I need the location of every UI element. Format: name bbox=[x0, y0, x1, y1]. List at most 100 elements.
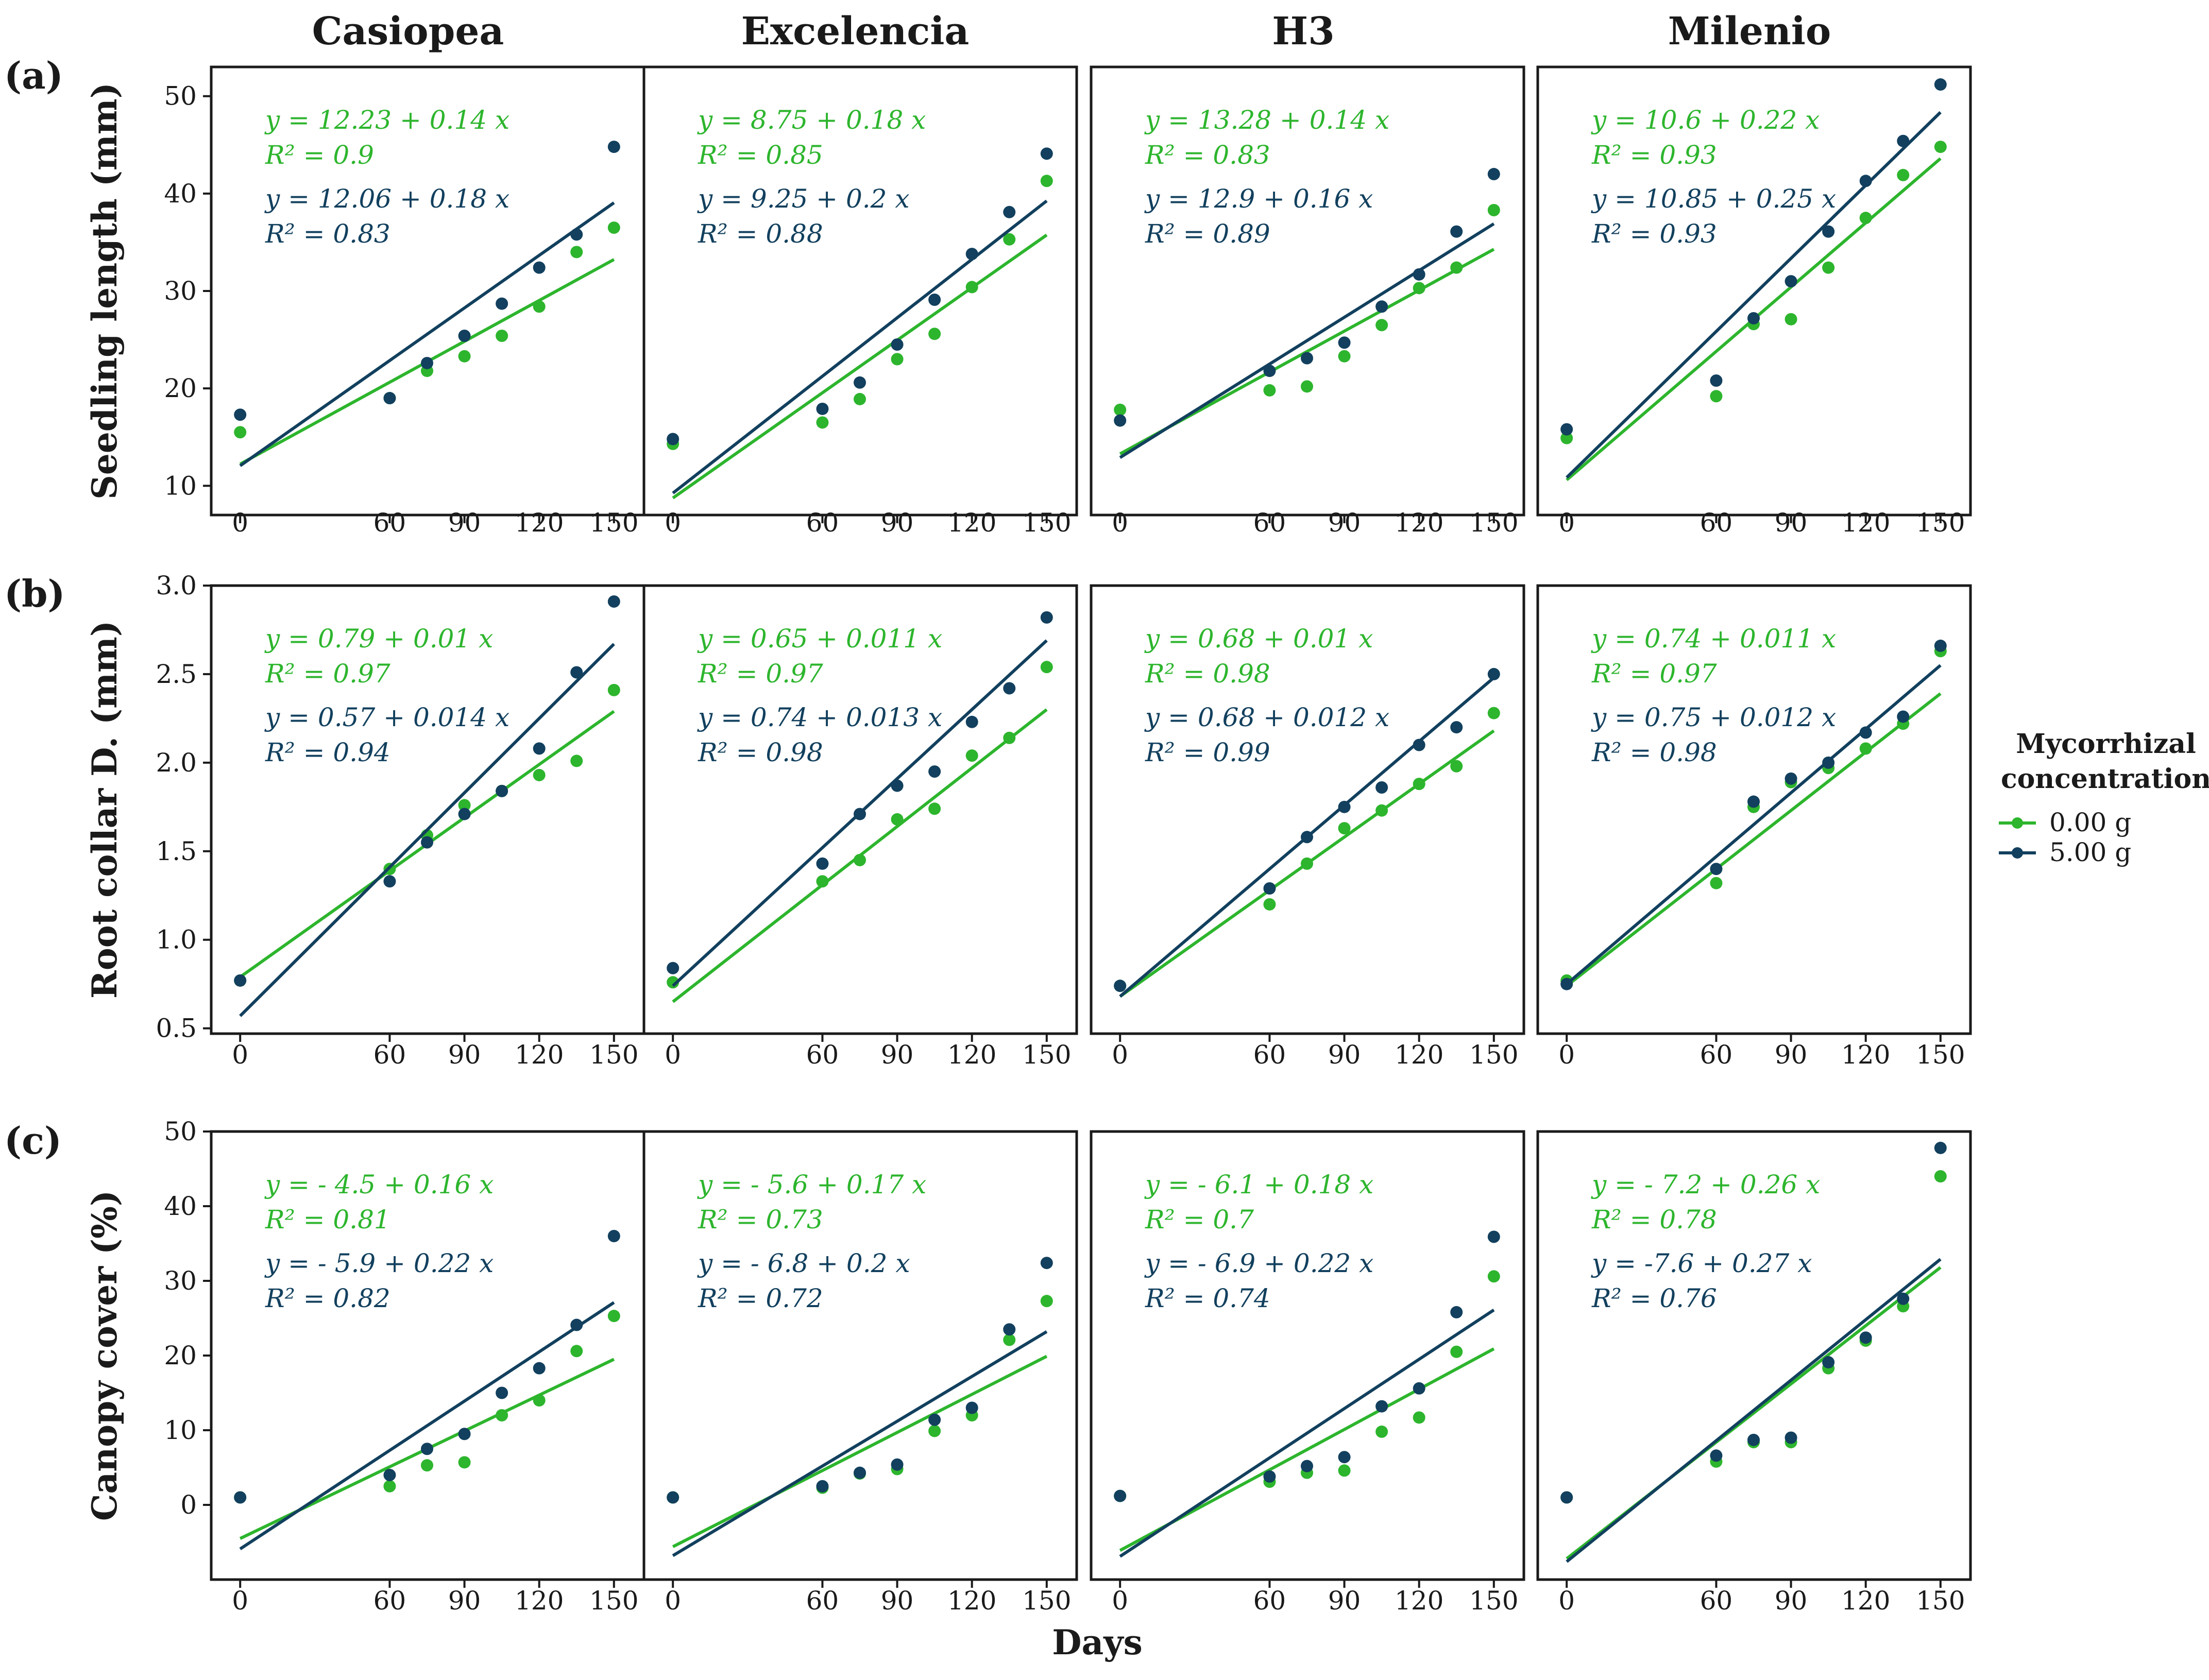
regression-line bbox=[1566, 664, 1942, 985]
regression-equation: y = 9.25 + 0.2 x bbox=[697, 184, 910, 214]
legend-label-0g: 0.00 g bbox=[2049, 808, 2131, 837]
data-point bbox=[854, 1466, 866, 1479]
panel-frame bbox=[1536, 65, 1972, 517]
x-tick-label: 90 bbox=[881, 1040, 914, 1070]
data-point bbox=[1785, 1431, 1797, 1444]
data-point bbox=[1785, 772, 1797, 785]
legend: Mycorrhizal concentration 0.00 g 5.00 g bbox=[1999, 728, 2209, 867]
regression-equation: y = 12.9 + 0.16 x bbox=[1144, 184, 1373, 214]
data-point bbox=[1003, 682, 1016, 695]
regression-line bbox=[1566, 1258, 1942, 1563]
y-tick-label: 0.5 bbox=[156, 1014, 197, 1043]
x-tick-label: 150 bbox=[1916, 1040, 1965, 1070]
panel-frame bbox=[1090, 584, 1525, 1035]
regression-equation: y = 8.75 + 0.18 x bbox=[697, 105, 926, 135]
x-tick-label: 150 bbox=[1022, 1586, 1071, 1616]
y-tick-label: 40 bbox=[164, 179, 197, 209]
data-point bbox=[1263, 1470, 1276, 1483]
regression-line bbox=[1119, 1309, 1495, 1558]
row-tag-b: (b) bbox=[4, 572, 65, 615]
x-tick-label: 150 bbox=[1022, 1040, 1071, 1070]
legend-label-5g: 5.00 g bbox=[2049, 837, 2131, 867]
panel-frame bbox=[642, 584, 1078, 1035]
x-tick-label: 90 bbox=[1328, 508, 1361, 538]
regression-equation: y = 0.68 + 0.01 x bbox=[1144, 624, 1373, 654]
data-point bbox=[1450, 1345, 1463, 1358]
data-point bbox=[421, 356, 433, 369]
legend-title-line2: concentration bbox=[2001, 763, 2209, 795]
data-point bbox=[1560, 1491, 1573, 1504]
data-point bbox=[570, 1318, 583, 1331]
data-point bbox=[1560, 432, 1573, 444]
data-point bbox=[496, 1386, 508, 1399]
data-point bbox=[1413, 1411, 1425, 1424]
regression-line bbox=[1566, 111, 1942, 479]
regression-equation: y = 12.06 + 0.18 x bbox=[264, 184, 509, 214]
y-tick-label: 1.0 bbox=[156, 925, 197, 955]
x-tick-label: 90 bbox=[448, 508, 481, 538]
x-tick-label: 0 bbox=[1112, 1586, 1128, 1616]
data-point bbox=[458, 1456, 471, 1469]
data-point bbox=[570, 228, 583, 241]
x-tick-label: 60 bbox=[373, 1040, 406, 1070]
data-point bbox=[1263, 384, 1276, 397]
regression-equation: y = - 6.1 + 0.18 x bbox=[1144, 1170, 1373, 1199]
data-point bbox=[1040, 175, 1053, 187]
data-point bbox=[965, 715, 978, 728]
x-tick-label: 120 bbox=[1395, 1040, 1443, 1070]
data-point bbox=[1301, 352, 1313, 365]
data-point bbox=[928, 328, 941, 340]
regression-equation: y = 0.74 + 0.013 x bbox=[697, 702, 942, 732]
data-point bbox=[1375, 1400, 1388, 1413]
x-tick-label: 150 bbox=[1469, 1040, 1518, 1070]
regression-equation: y = - 6.9 + 0.22 x bbox=[1144, 1248, 1373, 1278]
data-point bbox=[1375, 1425, 1388, 1438]
data-point bbox=[533, 261, 546, 274]
regression-equation: y = - 6.8 + 0.2 x bbox=[697, 1248, 910, 1278]
x-tick-label: 60 bbox=[1253, 1040, 1286, 1070]
data-point bbox=[1710, 877, 1723, 889]
data-point bbox=[1934, 141, 1947, 153]
data-point bbox=[1413, 778, 1425, 791]
panel-frame bbox=[1536, 584, 1972, 1035]
data-point bbox=[458, 350, 471, 363]
data-point bbox=[1859, 175, 1872, 187]
data-point bbox=[1003, 205, 1016, 218]
data-point bbox=[1487, 1230, 1500, 1243]
panel-frame bbox=[1536, 1130, 1972, 1581]
data-point bbox=[891, 813, 904, 826]
legend-swatch-dot-5g bbox=[2012, 847, 2023, 859]
r-squared-label: R² = 0.9 bbox=[265, 140, 374, 170]
x-tick-label: 150 bbox=[1022, 508, 1071, 538]
row-tag-a: (a) bbox=[4, 54, 63, 97]
data-point bbox=[1450, 721, 1463, 734]
r-squared-label: R² = 0.98 bbox=[1591, 738, 1717, 767]
r-squared-label: R² = 0.74 bbox=[1145, 1283, 1270, 1313]
data-point bbox=[533, 768, 546, 781]
regression-equation: y = 10.85 + 0.25 x bbox=[1591, 184, 1836, 214]
data-point bbox=[1450, 1306, 1463, 1318]
regression-line bbox=[1119, 222, 1495, 459]
data-point bbox=[1040, 1257, 1053, 1270]
data-point bbox=[1338, 1464, 1351, 1477]
r-squared-label: R² = 0.76 bbox=[1591, 1283, 1717, 1313]
data-point bbox=[816, 857, 829, 870]
data-point bbox=[1263, 882, 1276, 895]
x-tick-label: 60 bbox=[1700, 508, 1733, 538]
data-point bbox=[1710, 1449, 1723, 1462]
data-point bbox=[1263, 898, 1276, 911]
data-point bbox=[1040, 1295, 1053, 1308]
data-point bbox=[1785, 275, 1797, 288]
data-point bbox=[816, 416, 829, 429]
data-point bbox=[816, 875, 829, 888]
y-axis-label: Canopy cover (%) bbox=[84, 1190, 125, 1521]
data-point bbox=[891, 779, 904, 792]
data-point bbox=[533, 300, 546, 313]
panel-frame bbox=[642, 65, 1078, 517]
data-point bbox=[965, 1401, 978, 1414]
y-tick-label: 20 bbox=[164, 373, 197, 403]
data-point bbox=[234, 426, 247, 439]
data-point bbox=[1710, 374, 1723, 387]
x-tick-label: 120 bbox=[515, 1040, 564, 1070]
data-point bbox=[1413, 1382, 1425, 1395]
